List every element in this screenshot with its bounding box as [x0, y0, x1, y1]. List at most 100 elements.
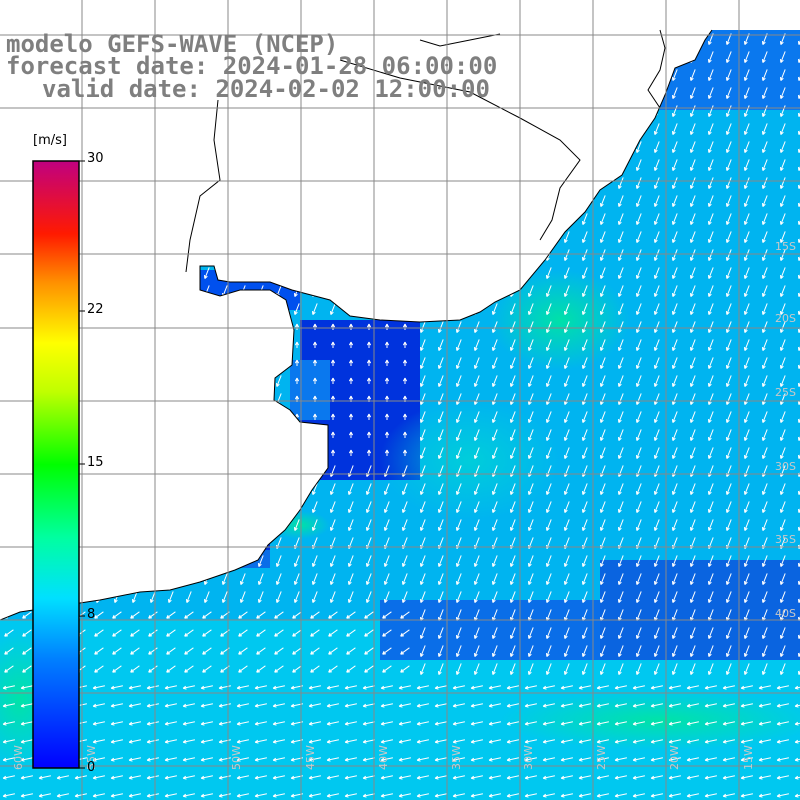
wind-arrow: [600, 591, 606, 603]
wind-arrow: [400, 647, 410, 655]
wind-arrow: [92, 739, 106, 744]
wind-arrow: [618, 663, 624, 675]
wind-arrow: [236, 775, 250, 780]
wind-arrow: [272, 739, 286, 744]
wind-arrow: [690, 249, 696, 261]
wind-arrow: [456, 447, 462, 459]
wind-arrow: [222, 573, 228, 585]
wind-arrow: [672, 249, 678, 261]
wind-arrow: [366, 483, 372, 495]
wind-arrow: [582, 231, 588, 243]
wind-arrow: [650, 721, 664, 726]
wind-arrow: [776, 775, 790, 780]
wind-arrow: [474, 645, 480, 657]
wind-arrow: [380, 703, 394, 708]
wind-arrow: [708, 573, 714, 585]
wind-arrow: [184, 665, 194, 673]
wind-arrow: [492, 411, 498, 423]
wind-arrow: [780, 645, 786, 657]
wind-arrow: [744, 141, 750, 153]
wind-arrow: [762, 303, 768, 315]
wind-arrow: [708, 429, 714, 441]
wind-arrow: [364, 665, 374, 673]
wind-arrow: [366, 501, 372, 513]
wind-arrow: [294, 555, 300, 567]
wind-arrow: [474, 447, 480, 459]
wind-arrow: [564, 429, 570, 441]
wind-arrow: [672, 321, 678, 333]
wind-arrow: [686, 703, 700, 708]
wind-arrow: [528, 303, 534, 315]
wind-arrow: [672, 429, 678, 441]
wind-arrow: [794, 793, 800, 798]
lon-label: 45W: [304, 745, 317, 770]
lon-labels: 60W 55W 50W 45W 40W 35W 30W 25W 20W 15W: [12, 745, 755, 770]
wind-arrow: [110, 721, 124, 726]
wind-arrow: [704, 793, 718, 798]
wind-arrow: [726, 393, 732, 405]
wind-arrow: [366, 519, 372, 531]
wind-arrow: [564, 555, 570, 567]
wind-arrow: [654, 195, 660, 207]
wind-arrow: [272, 685, 286, 690]
wind-arrow: [780, 141, 786, 153]
wind-arrow: [564, 285, 570, 297]
wind-arrow: [528, 519, 534, 531]
wind-arrow: [564, 393, 570, 405]
wind-arrow: [582, 663, 588, 675]
wind-arrow: [38, 775, 52, 780]
wind-arrow: [618, 303, 624, 315]
wind-arrow: [510, 519, 516, 531]
wind-arrow: [690, 483, 696, 495]
wind-arrow: [672, 177, 678, 189]
wind-arrow: [420, 555, 426, 567]
wind-arrow: [292, 611, 302, 619]
wind-arrow: [690, 591, 696, 603]
wind-arrow: [348, 555, 354, 567]
wind-arrow: [690, 321, 696, 333]
wind-arrow: [708, 555, 714, 567]
wind-arrow: [582, 375, 588, 387]
wind-arrow: [346, 629, 356, 637]
wind-arrow: [582, 411, 588, 423]
wind-arrow: [726, 213, 732, 225]
wind-arrow: [762, 321, 768, 333]
wind-arrow: [578, 739, 592, 744]
wind-arrow: [438, 357, 444, 369]
wind-arrow: [452, 739, 466, 744]
wind-arrow: [94, 647, 104, 655]
wind-arrow: [202, 665, 212, 673]
wind-arrow: [762, 105, 768, 117]
wind-arrow: [492, 393, 498, 405]
wind-arrow: [618, 339, 624, 351]
wind-arrow: [744, 663, 750, 675]
wind-arrow: [708, 87, 714, 99]
forecast-date: forecast date: 2024-01-28 06:00:00: [6, 52, 498, 80]
wind-arrow: [708, 249, 714, 261]
wind-arrow: [582, 591, 588, 603]
wind-arrow: [312, 377, 318, 384]
wind-arrow: [528, 555, 534, 567]
wind-arrow: [2, 703, 16, 708]
wind-arrow: [744, 123, 750, 135]
wind-arrow: [346, 665, 356, 673]
wind-arrow: [294, 323, 300, 330]
wind-arrow: [708, 411, 714, 423]
wind-arrow: [330, 431, 336, 438]
wind-arrow: [542, 685, 556, 690]
wind-arrow: [762, 249, 768, 261]
wind-arrow: [726, 105, 732, 117]
wind-arrow: [762, 69, 768, 81]
wind-arrow: [506, 721, 520, 726]
wind-arrow: [780, 375, 786, 387]
wind-arrow: [636, 591, 642, 603]
wind-arrow: [488, 721, 502, 726]
wind-arrow: [636, 627, 642, 639]
wind-arrow: [546, 339, 552, 351]
lon-label: 15W: [742, 745, 755, 770]
wind-arrow: [474, 627, 480, 639]
wind-arrow: [618, 321, 624, 333]
wind-arrow: [672, 519, 678, 531]
wind-arrow: [780, 105, 786, 117]
wind-arrow: [726, 447, 732, 459]
